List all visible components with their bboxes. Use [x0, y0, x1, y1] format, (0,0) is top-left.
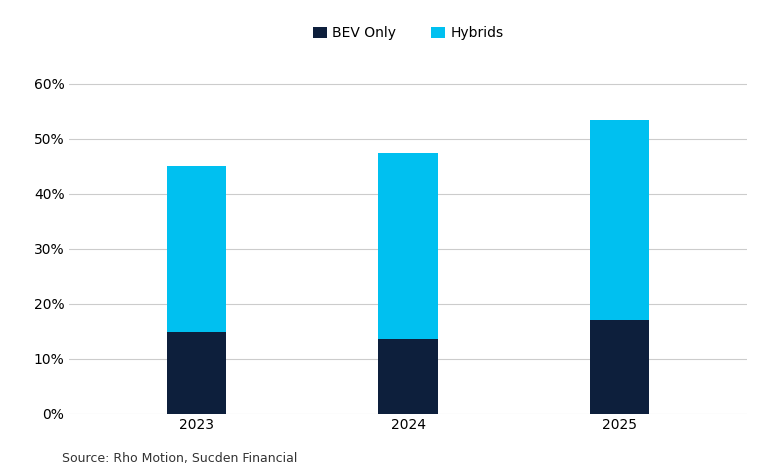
Bar — [379, 339, 438, 414]
Bar — [379, 153, 438, 339]
Bar — [590, 119, 649, 320]
Legend: BEV Only, Hybrids: BEV Only, Hybrids — [307, 21, 509, 46]
Bar — [167, 166, 226, 332]
Bar — [590, 320, 649, 414]
Text: Source: Rho Motion, Sucden Financial: Source: Rho Motion, Sucden Financial — [62, 452, 297, 465]
Bar — [167, 332, 226, 414]
